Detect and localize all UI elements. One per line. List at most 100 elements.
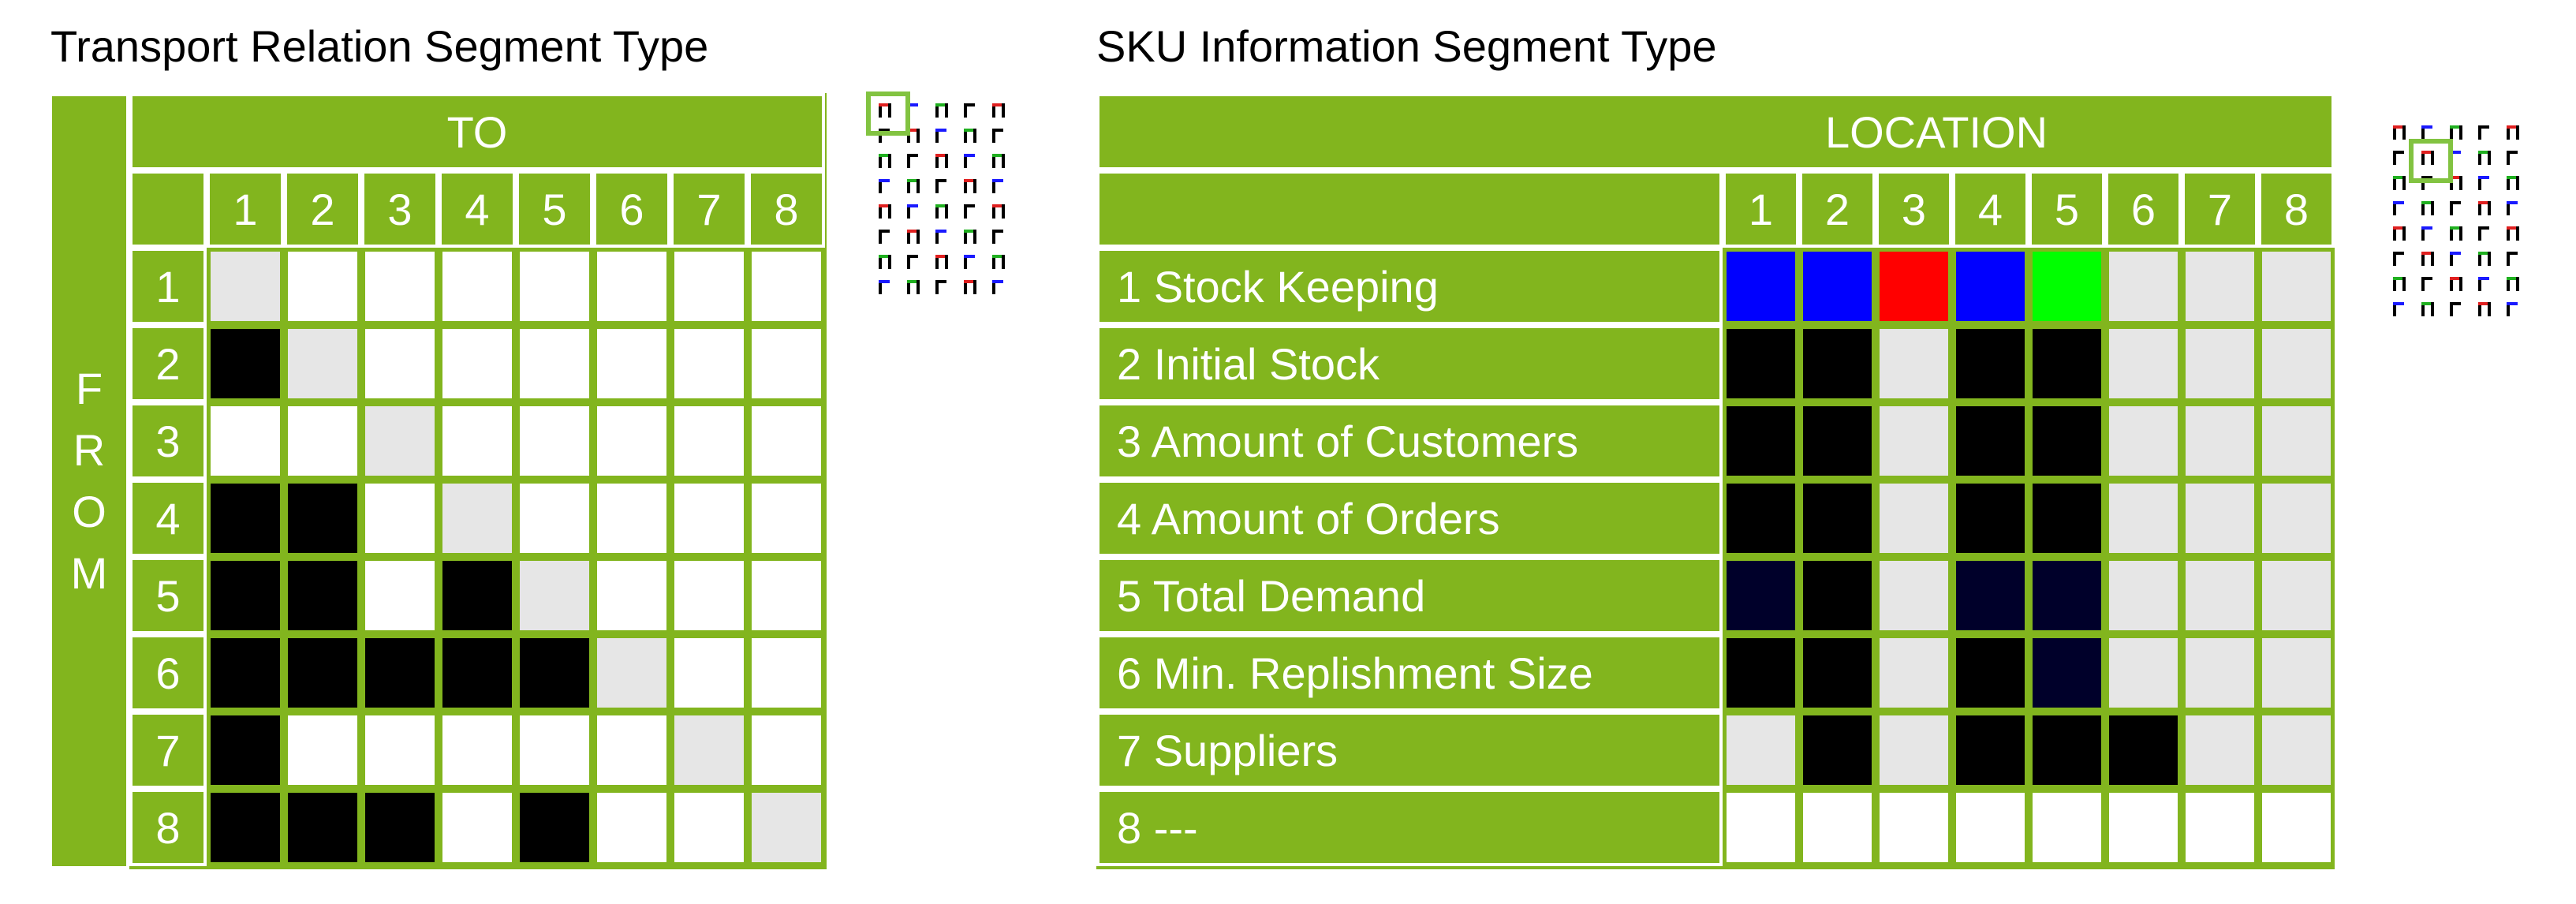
matrix-cell — [1952, 325, 2029, 402]
thumbnail-glyph — [2418, 275, 2439, 293]
matrix-cell — [2182, 712, 2258, 789]
thumbnail-glyph — [904, 278, 924, 297]
matrix-cell — [593, 325, 670, 402]
matrix-cell — [361, 712, 439, 789]
matrix-cell — [1799, 325, 1876, 402]
right-diagram-title: SKU Information Segment Type — [1096, 21, 1717, 71]
thumbnail-glyph — [932, 202, 953, 221]
matrix-cell — [284, 634, 361, 712]
matrix-cell — [439, 325, 516, 402]
matrix-cell — [439, 712, 516, 789]
matrix-cell — [516, 325, 593, 402]
thumbnail-glyph — [2390, 174, 2410, 192]
corner-cell — [1096, 170, 1723, 248]
row-label: 1 Stock Keeping — [1096, 248, 1723, 325]
matrix-cell — [1799, 248, 1876, 325]
matrix-cell — [2182, 557, 2258, 634]
thumbnail-glyph — [2418, 123, 2439, 142]
matrix-cell — [1723, 634, 1799, 712]
matrix-cell — [2258, 325, 2335, 402]
matrix-cell — [284, 402, 361, 480]
matrix-cell — [1952, 402, 2029, 480]
to-axis-label: TO — [129, 93, 825, 170]
matrix-cell — [593, 557, 670, 634]
matrix-cell — [2105, 789, 2182, 866]
matrix-cell — [1799, 402, 1876, 480]
matrix-cell — [207, 634, 284, 712]
matrix-cell — [1876, 712, 1952, 789]
row-label: 2 Initial Stock — [1096, 325, 1723, 402]
thumbnail-glyph — [2475, 174, 2496, 192]
thumbnail-glyph — [2418, 300, 2439, 319]
matrix-cell — [2182, 248, 2258, 325]
matrix-cell — [516, 789, 593, 866]
thumbnail-glyph — [2447, 300, 2467, 319]
column-label: 4 — [1952, 170, 2029, 248]
thumbnail-glyph — [2390, 123, 2410, 142]
thumbnail-glyph — [989, 151, 1010, 170]
thumbnail-glyph — [932, 278, 953, 297]
thumbnail-glyph — [2475, 249, 2496, 268]
column-label: 4 — [439, 170, 516, 248]
matrix-cell — [1723, 557, 1799, 634]
row-label: 8 --- — [1096, 789, 1723, 866]
matrix-cell — [284, 789, 361, 866]
matrix-cell — [2258, 480, 2335, 557]
thumbnail-glyph — [904, 202, 924, 221]
matrix-cell — [1799, 712, 1876, 789]
column-label: 7 — [670, 170, 748, 248]
matrix-cell — [593, 480, 670, 557]
matrix-cell — [1876, 248, 1952, 325]
matrix-cell — [1723, 248, 1799, 325]
matrix-cell — [1876, 789, 1952, 866]
matrix-cell — [2182, 789, 2258, 866]
right-thumbnail-preview — [2379, 110, 2544, 328]
matrix-cell — [361, 248, 439, 325]
thumbnail-glyph — [875, 227, 896, 246]
column-label: 3 — [1876, 170, 1952, 248]
matrix-cell — [1952, 712, 2029, 789]
column-label: 2 — [284, 170, 361, 248]
column-label: 5 — [2029, 170, 2105, 248]
matrix-cell — [207, 557, 284, 634]
matrix-cell — [2029, 634, 2105, 712]
thumbnail-glyph — [2390, 148, 2410, 167]
thumbnail-glyph — [2503, 199, 2524, 218]
thumbnail-glyph — [2475, 199, 2496, 218]
matrix-cell — [1876, 557, 1952, 634]
matrix-cell — [284, 248, 361, 325]
row-label: 6 Min. Replishment Size — [1096, 634, 1723, 712]
matrix-cell — [748, 325, 825, 402]
row-label: 6 — [129, 634, 207, 712]
column-label: 1 — [207, 170, 284, 248]
column-label: 6 — [593, 170, 670, 248]
matrix-cell — [439, 480, 516, 557]
thumbnail-glyph — [2503, 275, 2524, 293]
thumbnail-glyph — [961, 252, 981, 271]
matrix-cell — [2258, 712, 2335, 789]
row-label: 4 — [129, 480, 207, 557]
column-label: 5 — [516, 170, 593, 248]
matrix-cell — [361, 480, 439, 557]
matrix-cell — [1799, 634, 1876, 712]
row-label: 1 — [129, 248, 207, 325]
thumbnail-glyph — [989, 126, 1010, 145]
thumbnail-glyph — [2418, 199, 2439, 218]
matrix-cell — [1952, 789, 2029, 866]
matrix-cell — [748, 480, 825, 557]
matrix-cell — [361, 634, 439, 712]
thumbnail-glyph — [875, 126, 896, 145]
matrix-cell — [670, 712, 748, 789]
matrix-cell — [207, 480, 284, 557]
thumbnail-glyph — [904, 177, 924, 196]
matrix-cell — [748, 712, 825, 789]
thumbnail-glyph — [932, 177, 953, 196]
thumbnail-glyph — [2447, 123, 2467, 142]
matrix-cell — [670, 634, 748, 712]
matrix-cell — [516, 634, 593, 712]
matrix-cell — [1876, 634, 1952, 712]
row-label: 5 — [129, 557, 207, 634]
matrix-cell — [670, 325, 748, 402]
thumbnail-glyph — [961, 101, 981, 120]
thumbnail-glyph — [2475, 224, 2496, 243]
